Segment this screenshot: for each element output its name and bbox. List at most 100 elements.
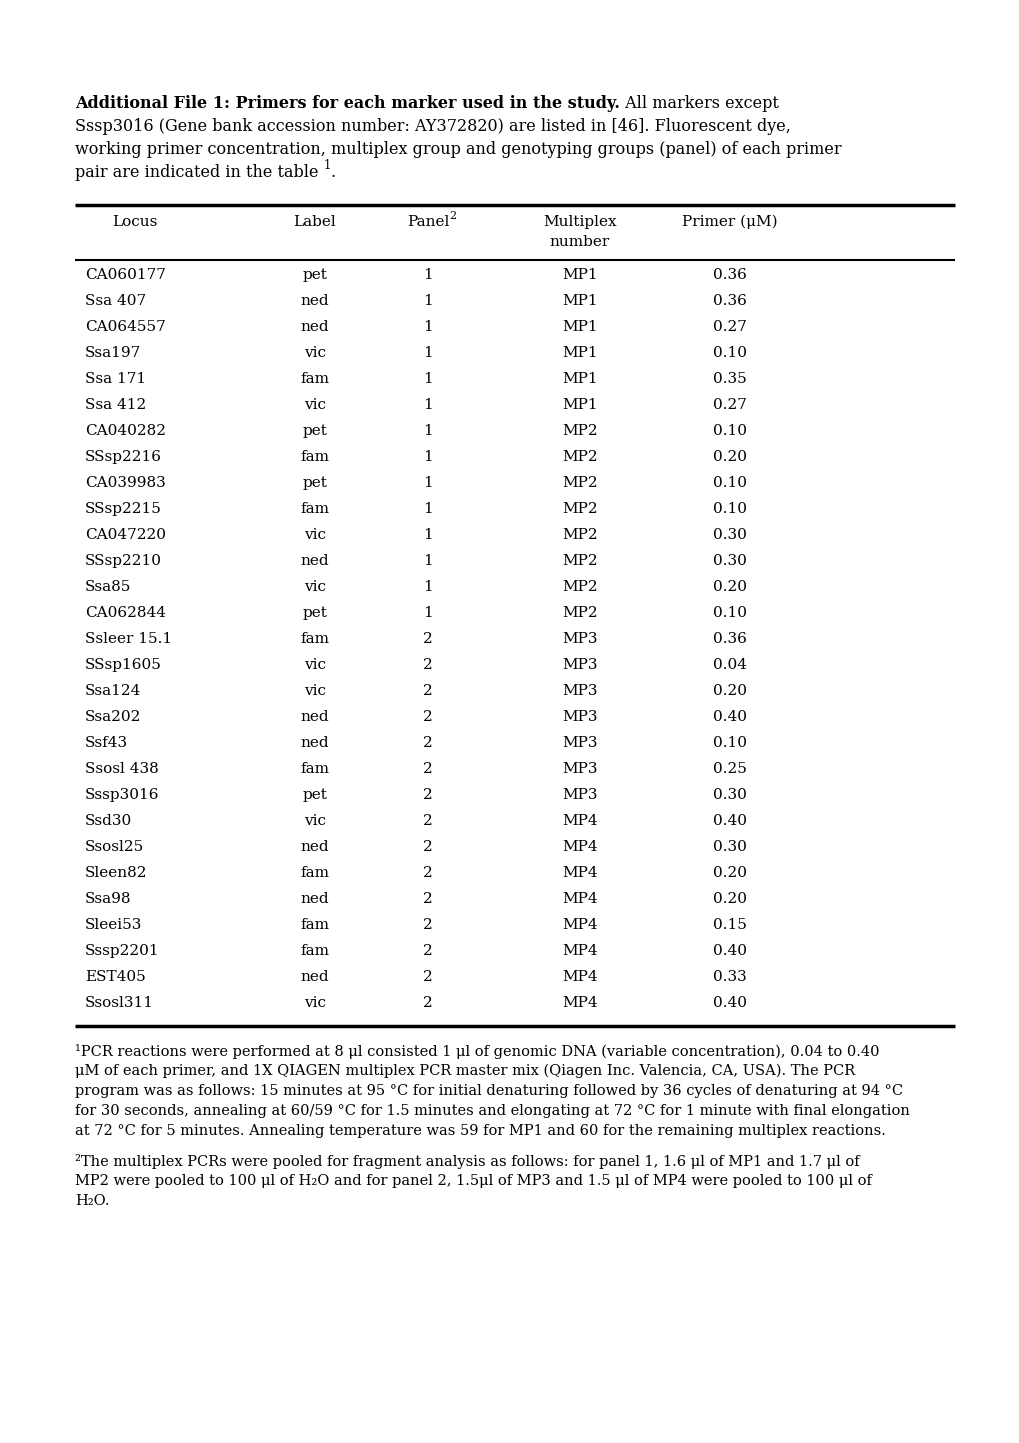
Text: 1: 1 xyxy=(323,159,331,172)
Text: 2: 2 xyxy=(423,762,432,776)
Text: fam: fam xyxy=(301,866,329,880)
Text: Sleei53: Sleei53 xyxy=(85,918,143,932)
Text: 0.10: 0.10 xyxy=(712,424,746,439)
Text: 2: 2 xyxy=(423,658,432,672)
Text: 0.36: 0.36 xyxy=(712,268,746,281)
Text: MP4: MP4 xyxy=(561,996,597,1010)
Text: vic: vic xyxy=(304,528,326,543)
Text: 1: 1 xyxy=(423,320,432,333)
Text: MP1: MP1 xyxy=(561,320,597,333)
Text: MP4: MP4 xyxy=(561,970,597,984)
Text: 1: 1 xyxy=(423,528,432,543)
Text: 1: 1 xyxy=(423,346,432,359)
Text: 1: 1 xyxy=(423,476,432,491)
Text: 2: 2 xyxy=(423,736,432,750)
Text: Ssf43: Ssf43 xyxy=(85,736,128,750)
Text: SSsp2216: SSsp2216 xyxy=(85,450,162,465)
Text: MP2: MP2 xyxy=(561,476,597,491)
Text: 0.20: 0.20 xyxy=(712,684,746,698)
Text: fam: fam xyxy=(301,502,329,517)
Text: MP3: MP3 xyxy=(561,632,597,646)
Text: Ssa124: Ssa124 xyxy=(85,684,142,698)
Text: MP4: MP4 xyxy=(561,918,597,932)
Text: CA039983: CA039983 xyxy=(85,476,166,491)
Text: ned: ned xyxy=(301,320,329,333)
Text: 1: 1 xyxy=(423,502,432,517)
Text: 0.36: 0.36 xyxy=(712,632,746,646)
Text: MP1: MP1 xyxy=(561,346,597,359)
Text: ned: ned xyxy=(301,736,329,750)
Text: Ssa202: Ssa202 xyxy=(85,710,142,724)
Text: Ssa197: Ssa197 xyxy=(85,346,141,359)
Text: 0.04: 0.04 xyxy=(712,658,746,672)
Text: pet: pet xyxy=(303,788,327,802)
Text: Ssa98: Ssa98 xyxy=(85,892,131,906)
Text: .: . xyxy=(330,165,335,180)
Text: MP1: MP1 xyxy=(561,398,597,413)
Text: 0.35: 0.35 xyxy=(712,372,746,385)
Text: 0.40: 0.40 xyxy=(712,710,746,724)
Text: 2: 2 xyxy=(423,970,432,984)
Text: 0.10: 0.10 xyxy=(712,346,746,359)
Text: number: number xyxy=(549,235,609,250)
Text: ned: ned xyxy=(301,970,329,984)
Text: 1: 1 xyxy=(423,294,432,307)
Text: MP3: MP3 xyxy=(561,684,597,698)
Text: 0.15: 0.15 xyxy=(712,918,746,932)
Text: Sssp3016: Sssp3016 xyxy=(85,788,159,802)
Text: Ssosl25: Ssosl25 xyxy=(85,840,144,854)
Text: MP3: MP3 xyxy=(561,788,597,802)
Text: SSsp1605: SSsp1605 xyxy=(85,658,162,672)
Text: 2: 2 xyxy=(423,710,432,724)
Text: 2: 2 xyxy=(423,866,432,880)
Text: 0.40: 0.40 xyxy=(712,944,746,958)
Text: MP2: MP2 xyxy=(561,528,597,543)
Text: 1: 1 xyxy=(423,580,432,595)
Text: 0.10: 0.10 xyxy=(712,502,746,517)
Text: MP1: MP1 xyxy=(561,294,597,307)
Text: 2: 2 xyxy=(423,944,432,958)
Text: 0.27: 0.27 xyxy=(712,398,746,413)
Text: Additional File 1: Primers for each marker used in the study.: Additional File 1: Primers for each mark… xyxy=(75,95,620,113)
Text: H₂O.: H₂O. xyxy=(75,1193,109,1208)
Text: pet: pet xyxy=(303,476,327,491)
Text: ned: ned xyxy=(301,554,329,569)
Text: Ssd30: Ssd30 xyxy=(85,814,132,828)
Text: CA064557: CA064557 xyxy=(85,320,166,333)
Text: 0.30: 0.30 xyxy=(712,554,746,569)
Text: 0.10: 0.10 xyxy=(712,476,746,491)
Text: working primer concentration, multiplex group and genotyping groups (panel) of e: working primer concentration, multiplex … xyxy=(75,141,841,157)
Text: program was as follows: 15 minutes at 95 °C for initial denaturing followed by 3: program was as follows: 15 minutes at 95… xyxy=(75,1084,902,1098)
Text: 0.20: 0.20 xyxy=(712,892,746,906)
Text: CA047220: CA047220 xyxy=(85,528,166,543)
Text: 1: 1 xyxy=(423,268,432,281)
Text: MP4: MP4 xyxy=(561,840,597,854)
Text: All markers except: All markers except xyxy=(620,95,777,113)
Text: MP3: MP3 xyxy=(561,658,597,672)
Text: 0.30: 0.30 xyxy=(712,840,746,854)
Text: 0.20: 0.20 xyxy=(712,580,746,595)
Text: fam: fam xyxy=(301,944,329,958)
Text: Multiplex: Multiplex xyxy=(543,215,616,229)
Text: 2: 2 xyxy=(423,632,432,646)
Text: MP4: MP4 xyxy=(561,944,597,958)
Text: 0.40: 0.40 xyxy=(712,814,746,828)
Text: 0.20: 0.20 xyxy=(712,866,746,880)
Text: Panel: Panel xyxy=(407,215,448,229)
Text: 0.30: 0.30 xyxy=(712,528,746,543)
Text: 0.10: 0.10 xyxy=(712,736,746,750)
Text: vic: vic xyxy=(304,658,326,672)
Text: 1: 1 xyxy=(423,372,432,385)
Text: fam: fam xyxy=(301,372,329,385)
Text: 0.10: 0.10 xyxy=(712,606,746,620)
Text: 0.40: 0.40 xyxy=(712,996,746,1010)
Text: MP4: MP4 xyxy=(561,814,597,828)
Text: 2: 2 xyxy=(423,840,432,854)
Text: 2: 2 xyxy=(448,211,455,221)
Text: MP1: MP1 xyxy=(561,372,597,385)
Text: 2: 2 xyxy=(423,918,432,932)
Text: ned: ned xyxy=(301,294,329,307)
Text: Ssosl 438: Ssosl 438 xyxy=(85,762,159,776)
Text: fam: fam xyxy=(301,450,329,465)
Text: SSsp2215: SSsp2215 xyxy=(85,502,162,517)
